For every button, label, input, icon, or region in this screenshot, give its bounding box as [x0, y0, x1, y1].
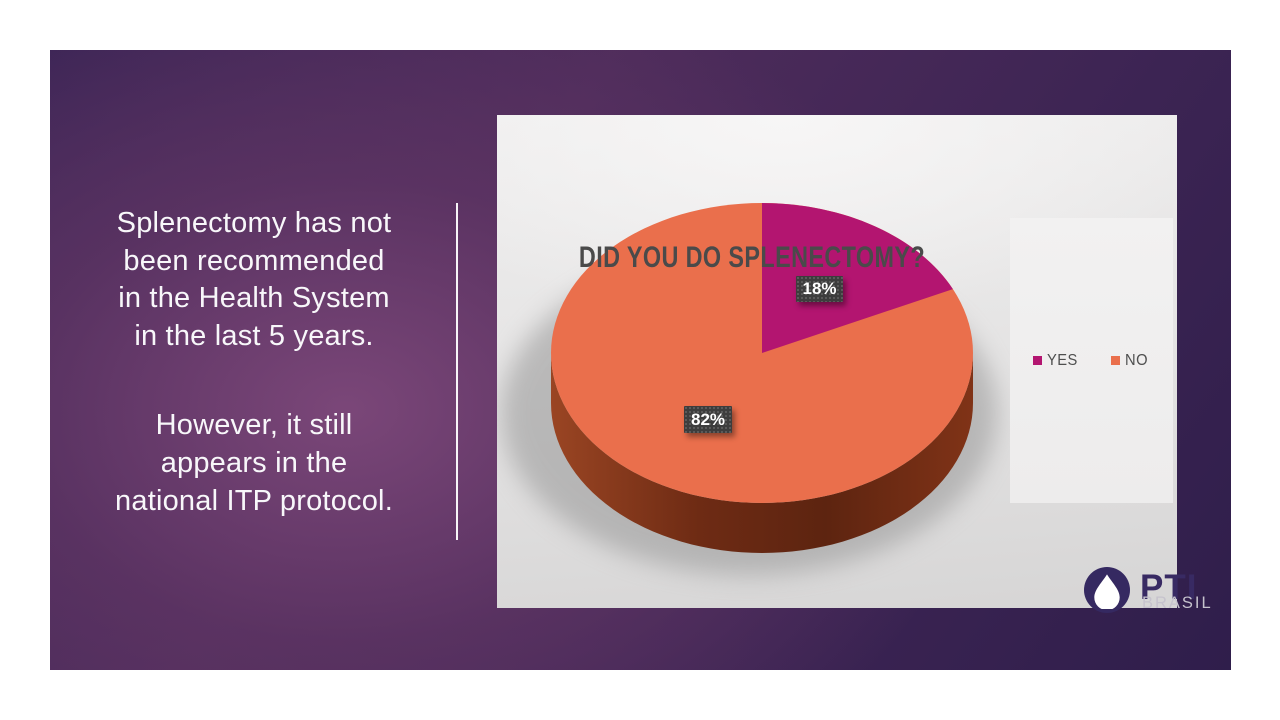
pie-label-no: 82% — [684, 406, 732, 433]
text-line: in the Health System — [118, 282, 390, 315]
slide-background: Splenectomy has not been recommended in … — [50, 50, 1231, 670]
legend-label-no: NO — [1124, 351, 1148, 369]
pie-slice-yes — [762, 203, 953, 353]
text-line: appears in the — [160, 446, 348, 479]
chart-panel: DID YOU DO SPLENECTOMY? 18% 82% YES NO — [497, 115, 1177, 608]
pti-brasil-logo: PTI BRASIL — [1084, 563, 1266, 669]
pie-chart — [501, 203, 997, 575]
text-line: Splenectomy has not — [116, 207, 392, 239]
text-line: been recommended — [123, 244, 385, 277]
logo-circle — [1084, 567, 1130, 613]
drop-icon — [1094, 574, 1120, 609]
text-line: in the last 5 years. — [134, 319, 374, 352]
legend-item-yes: YES — [1033, 352, 1081, 370]
pie-label-yes: 18% — [796, 276, 843, 302]
left-text-block: Splenectomy has not been recommended in … — [78, 205, 430, 520]
logo-name: PTI — [1140, 568, 1198, 607]
vertical-divider — [456, 203, 458, 540]
logo-subtitle: BRASIL — [1142, 594, 1213, 612]
legend-swatch-yes — [1033, 356, 1043, 365]
legend-swatch-no — [1110, 356, 1120, 365]
legend-item-no: NO — [1110, 351, 1150, 370]
chart-title: DID YOU DO SPLENECTOMY? — [578, 241, 926, 274]
text-line: national ITP protocol. — [115, 484, 393, 517]
pie-side — [551, 353, 973, 553]
legend-label-yes: YES — [1047, 351, 1079, 369]
text-line: However, it still — [155, 409, 353, 442]
legend: YES NO — [1010, 218, 1173, 503]
